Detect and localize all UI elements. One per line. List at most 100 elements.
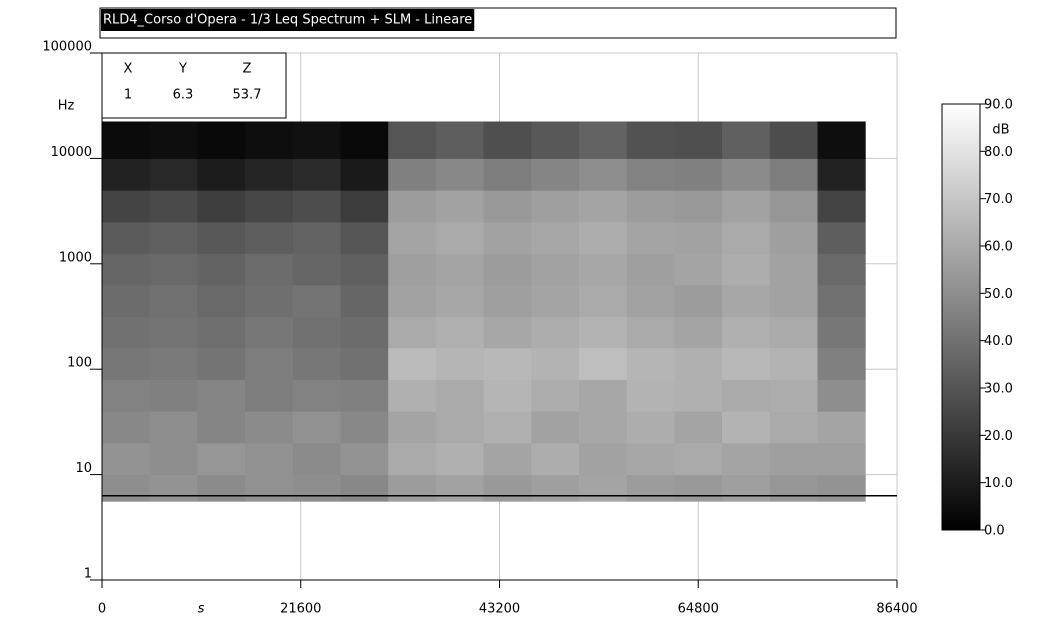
heatmap-cell <box>197 442 246 476</box>
heatmap-cell <box>579 221 628 255</box>
heatmap-cell <box>483 379 532 412</box>
heatmap-cell <box>245 474 294 502</box>
heatmap-cell <box>674 347 723 380</box>
heatmap-cell <box>483 347 532 380</box>
colorbar-tick-label: 90.0 <box>984 98 1013 113</box>
heatmap-cell <box>817 442 866 476</box>
heatmap-cell <box>340 221 389 255</box>
heatmap-cell <box>817 158 866 191</box>
heatmap-cell <box>674 474 723 502</box>
heatmap-cell <box>388 379 437 412</box>
heatmap-cell <box>340 411 389 444</box>
heatmap-cell <box>197 284 246 318</box>
heatmap-cell <box>674 411 723 444</box>
cursor-header: X <box>124 62 133 77</box>
heatmap-cell <box>245 190 294 223</box>
heatmap-cell <box>340 474 389 502</box>
heatmap-cell <box>435 474 485 502</box>
heatmap-cell <box>245 316 294 349</box>
heatmap-cell <box>388 253 437 286</box>
heatmap-cell <box>102 284 151 318</box>
heatmap-cell <box>483 158 532 191</box>
x-tick-label: 43200 <box>479 602 520 617</box>
heatmap-cell <box>245 442 294 476</box>
heatmap-cell <box>817 221 866 255</box>
heatmap-cell <box>149 442 198 476</box>
heatmap-cell <box>149 158 198 191</box>
heatmap-cell <box>292 221 341 255</box>
heatmap-cell <box>245 158 294 191</box>
heatmap-cell <box>483 442 532 476</box>
heatmap-cell <box>531 284 580 318</box>
heatmap-cell <box>817 284 866 318</box>
heatmap-cell <box>626 411 675 444</box>
heatmap-cell <box>722 411 771 444</box>
heatmap-cell <box>769 316 818 349</box>
heatmap-cell <box>722 474 771 502</box>
heatmap-cell <box>483 221 532 255</box>
heatmap-cell <box>674 253 723 286</box>
heatmap-cell <box>769 379 818 412</box>
colorbar-label: dB <box>992 123 1009 138</box>
heatmap-cell <box>149 121 198 159</box>
heatmap-cell <box>388 121 437 159</box>
y-tick-label: 1000 <box>59 250 92 265</box>
heatmap-cell <box>102 253 151 286</box>
heatmap-cell <box>626 221 675 255</box>
heatmap-cell <box>579 253 628 286</box>
heatmap-cell <box>388 474 437 502</box>
heatmap-cell <box>388 284 437 318</box>
heatmap-cell <box>722 316 771 349</box>
heatmap-cell <box>340 442 389 476</box>
heatmap-cell <box>579 121 628 159</box>
heatmap-cell <box>435 411 485 444</box>
heatmap-cell <box>722 253 771 286</box>
heatmap-cell <box>817 316 866 349</box>
heatmap-cell <box>626 347 675 380</box>
y-tick-label: 100 <box>67 356 92 371</box>
heatmap-cell <box>197 121 246 159</box>
heatmap-cell <box>722 121 771 159</box>
heatmap-cell <box>102 474 151 502</box>
heatmap-cell <box>769 284 818 318</box>
heatmap-cell <box>149 221 198 255</box>
heatmap-cell <box>531 121 580 159</box>
heatmap-cell <box>292 411 341 444</box>
heatmap-cell <box>388 411 437 444</box>
heatmap-cell <box>340 347 389 380</box>
heatmap-cell <box>245 411 294 444</box>
heatmap-cell <box>483 316 532 349</box>
colorbar-tick-label: 0.0 <box>984 524 1005 539</box>
heatmap-cell <box>102 379 151 412</box>
heatmap-cell <box>769 253 818 286</box>
heatmap-cell <box>626 474 675 502</box>
heatmap-cell <box>197 316 246 349</box>
heatmap-cell <box>483 190 532 223</box>
heatmap-cell <box>722 158 771 191</box>
heatmap-cell <box>817 347 866 380</box>
heatmap-cell <box>579 347 628 380</box>
heatmap-cell <box>149 411 198 444</box>
colorbar-tick-label: 50.0 <box>984 287 1013 302</box>
colorbar-tick-label: 30.0 <box>984 382 1013 397</box>
colorbar-tick-label: 70.0 <box>984 192 1013 207</box>
heatmap-cell <box>722 221 771 255</box>
heatmap-cell <box>435 158 485 191</box>
heatmap-cell <box>817 411 866 444</box>
heatmap-cell <box>197 379 246 412</box>
y-tick-label: 100000 <box>42 40 92 55</box>
heatmap-cell <box>149 474 198 502</box>
cursor-value: 53.7 <box>233 88 262 103</box>
heatmap-cell <box>722 442 771 476</box>
heatmap-cell <box>817 379 866 412</box>
heatmap-cell <box>817 474 866 502</box>
heatmap-cell <box>817 121 866 159</box>
heatmap-cell <box>292 442 341 476</box>
heatmap-cell <box>674 121 723 159</box>
heatmap-cell <box>626 316 675 349</box>
cursor-value: 6.3 <box>173 88 194 103</box>
heatmap-cell <box>626 121 675 159</box>
heatmap-cell <box>340 190 389 223</box>
heatmap-cell <box>579 316 628 349</box>
